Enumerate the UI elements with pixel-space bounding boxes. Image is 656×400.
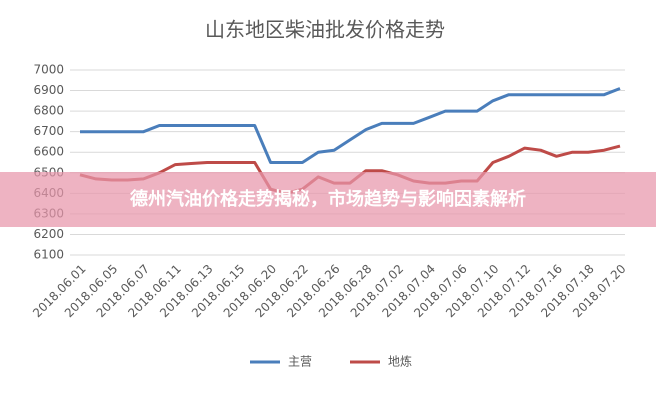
legend-label: 地炼 xyxy=(388,354,412,369)
y-tick-label: 6200 xyxy=(33,227,64,241)
y-tick-label: 7000 xyxy=(33,63,64,77)
banner xyxy=(0,172,656,227)
chart-title: 山东地区柴油批发价格走势 xyxy=(205,18,445,42)
y-tick-label: 6700 xyxy=(33,124,64,138)
y-tick-label: 6800 xyxy=(33,104,64,118)
data-line xyxy=(80,87,621,164)
y-tick-label: 6900 xyxy=(33,83,64,97)
legend-label: 主营 xyxy=(288,355,312,369)
banner-title: 德州汽油价格走势揭秘，市场趋势与影响因素解析 xyxy=(130,188,526,210)
y-tick-label: 6100 xyxy=(33,248,64,262)
overlay: 德州汽油价格走势揭秘，市场趋势与影响因素解析 xyxy=(0,172,656,227)
y-tick-label: 6600 xyxy=(33,145,64,159)
